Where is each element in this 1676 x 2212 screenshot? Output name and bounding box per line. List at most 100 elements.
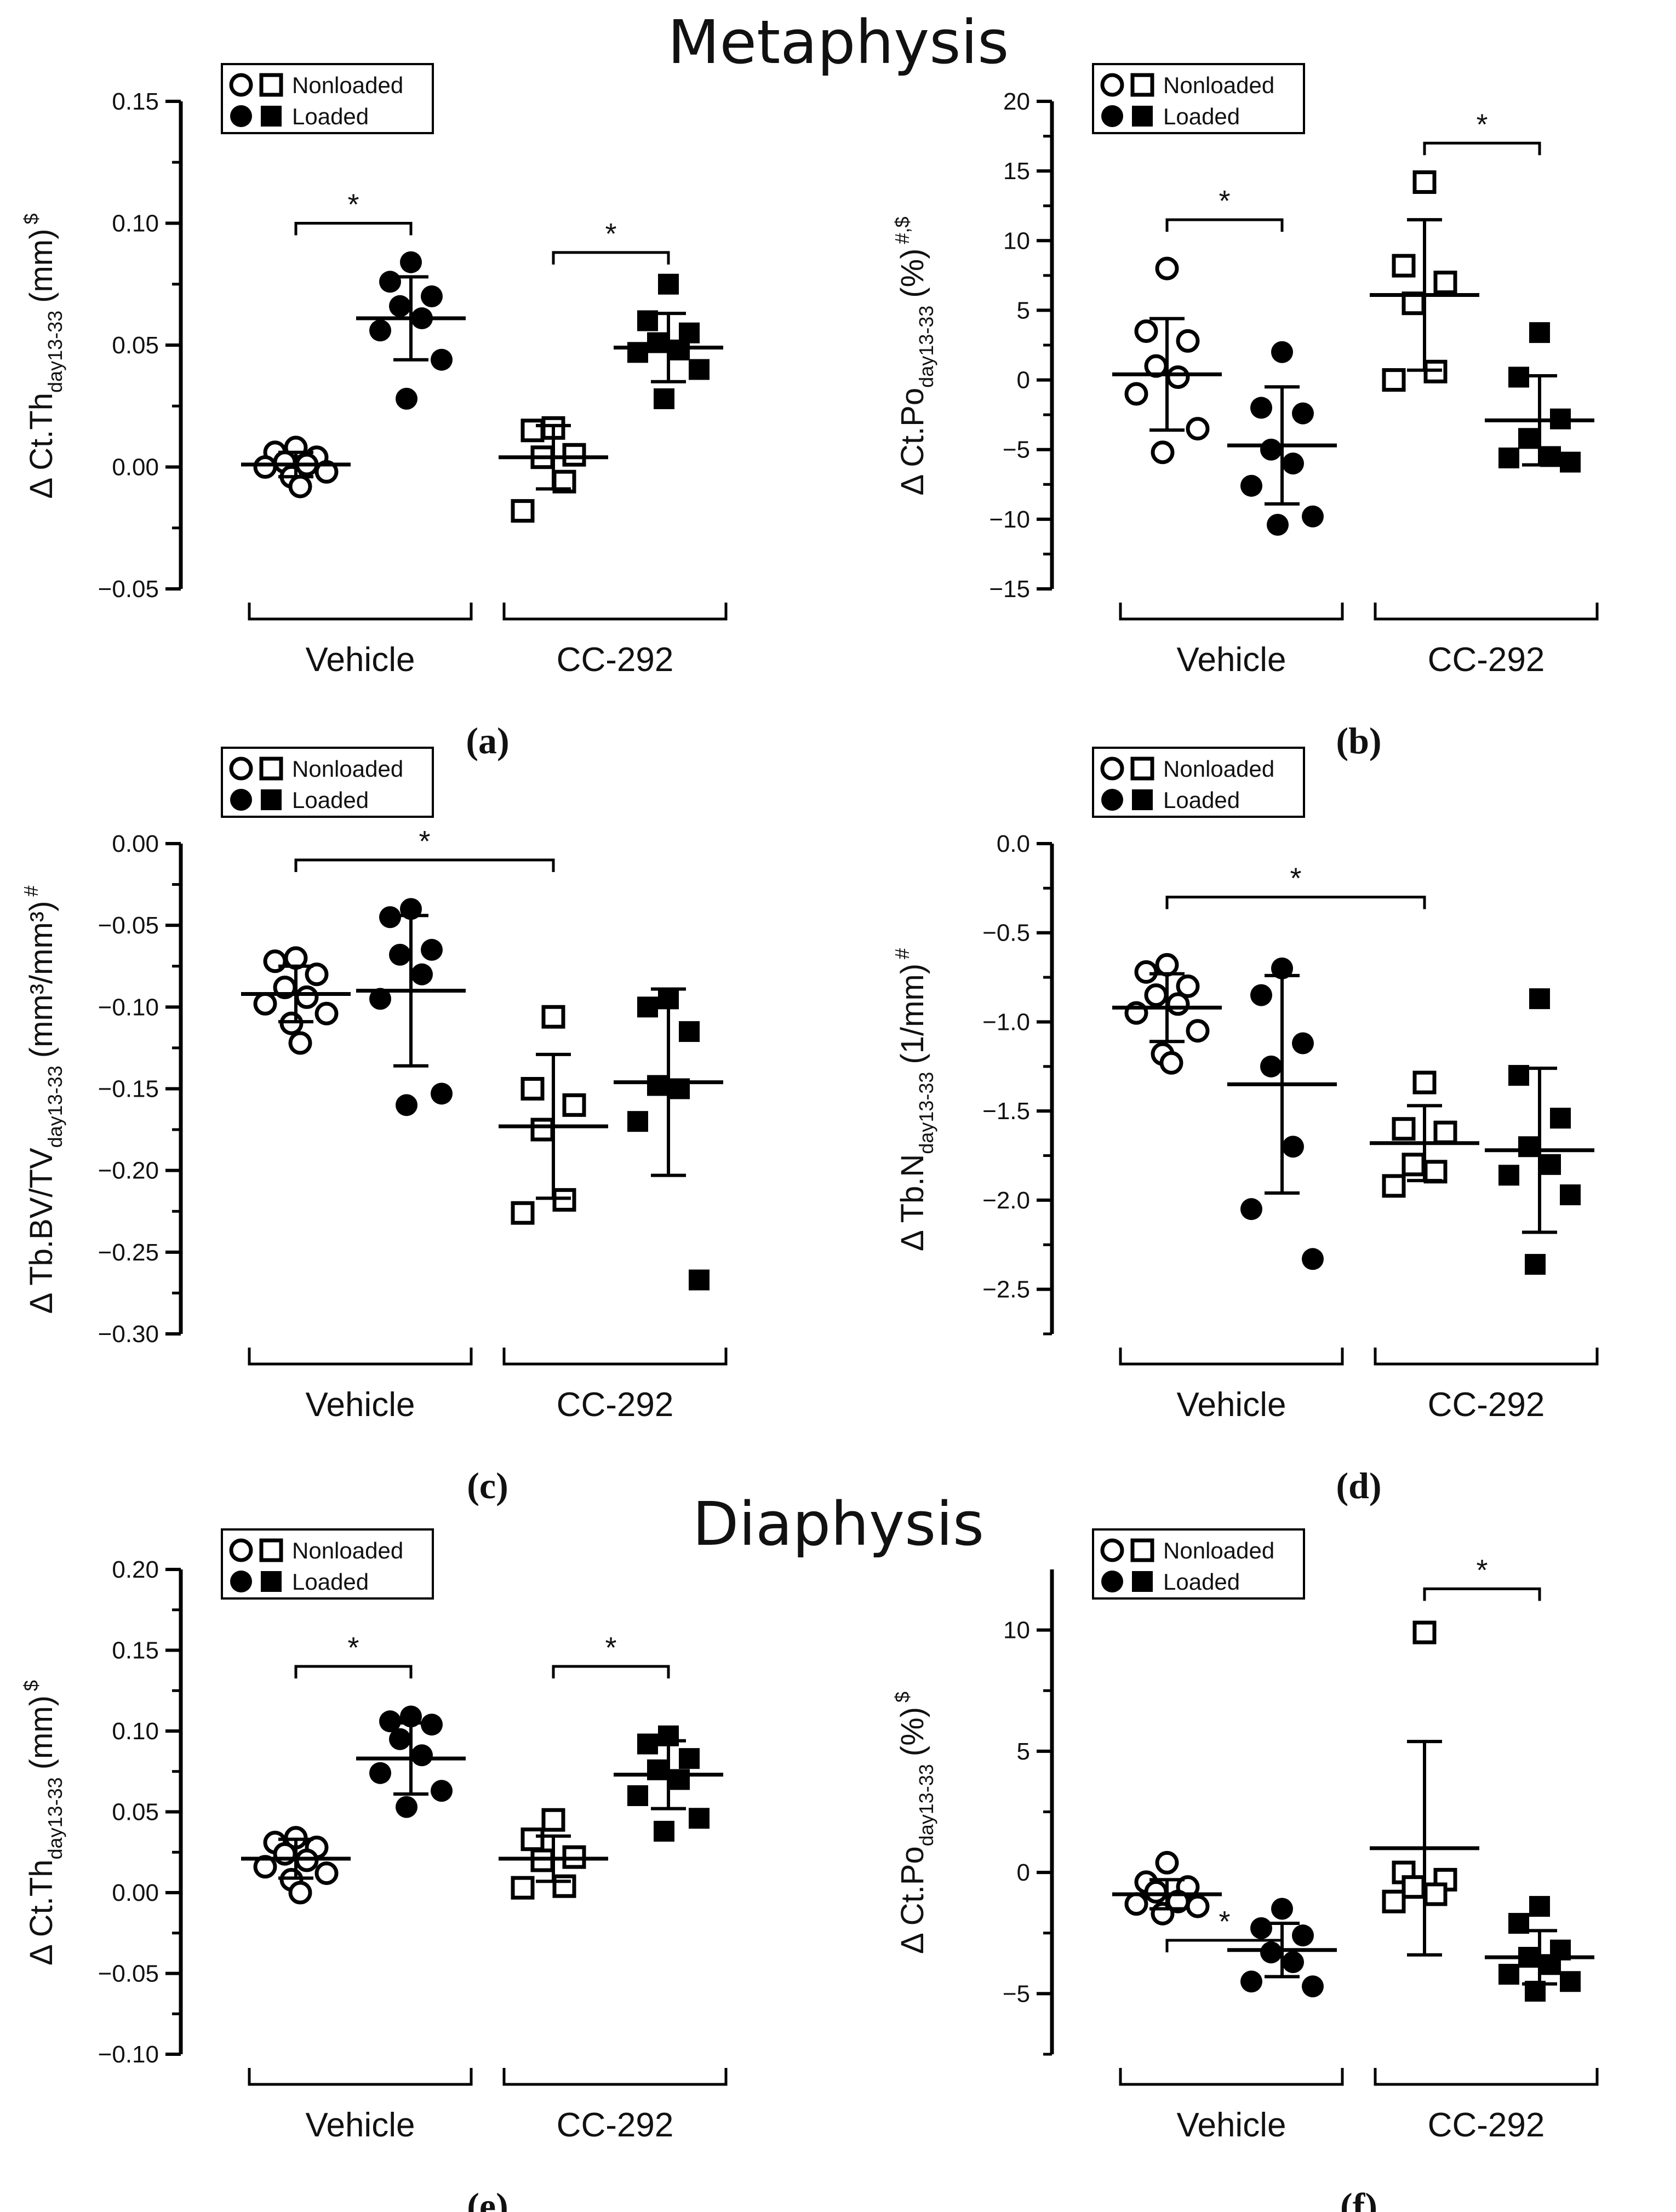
legend-marker-circle-open bbox=[1100, 757, 1124, 781]
panel-label: (a) bbox=[466, 720, 509, 761]
y-tick-label: −10 bbox=[989, 506, 1030, 533]
data-point bbox=[1166, 992, 1190, 1016]
data-point bbox=[379, 271, 401, 293]
data-point bbox=[1250, 1917, 1272, 1939]
data-point bbox=[1267, 514, 1289, 536]
group-bracket bbox=[502, 1348, 728, 1366]
data-point bbox=[295, 985, 319, 1009]
data-point bbox=[562, 443, 586, 467]
data-point bbox=[1282, 452, 1304, 475]
y-tick-label: 5 bbox=[1017, 1738, 1030, 1765]
y-tick-label: −1.5 bbox=[982, 1098, 1030, 1125]
data-point bbox=[1144, 1880, 1168, 1904]
data-point bbox=[1529, 322, 1550, 343]
group-label: CC-292 bbox=[557, 2106, 674, 2144]
legend-marker-circle-filled bbox=[230, 1571, 252, 1592]
data-point bbox=[1240, 1198, 1262, 1220]
y-tick-label: −0.10 bbox=[98, 994, 159, 1021]
legend-box bbox=[221, 1528, 434, 1600]
group-bracket bbox=[1119, 1348, 1344, 1366]
data-point bbox=[1186, 1894, 1210, 1918]
data-point bbox=[1151, 1901, 1175, 1926]
legend-marker-circle-filled bbox=[1101, 789, 1123, 811]
chart-panel: −0.10 −0.05 0.00 0.05 0.10 0.15 0.20 Vehicle CC-… bbox=[20, 1528, 728, 2212]
data-point bbox=[369, 319, 391, 342]
data-point bbox=[288, 1031, 312, 1055]
data-point bbox=[637, 996, 658, 1018]
legend-label-loaded: Loaded bbox=[1163, 787, 1240, 813]
legend-marker-square-open bbox=[259, 757, 283, 781]
y-tick-label: −5 bbox=[1003, 437, 1030, 463]
y-tick-label: 0.00 bbox=[112, 454, 159, 481]
data-point bbox=[1382, 1174, 1406, 1198]
legend-marker-square-filled bbox=[261, 1571, 282, 1592]
legend-marker-circle-open bbox=[1100, 1538, 1124, 1562]
data-point bbox=[520, 1077, 545, 1101]
data-point bbox=[679, 1748, 700, 1769]
data-point bbox=[1176, 329, 1200, 353]
data-point bbox=[1423, 1882, 1448, 1906]
data-point bbox=[1433, 1120, 1457, 1144]
data-point bbox=[1412, 1620, 1437, 1644]
data-point bbox=[552, 1874, 576, 1898]
significance-bracket bbox=[294, 1665, 413, 1678]
data-point bbox=[1134, 960, 1158, 984]
data-point bbox=[1518, 1136, 1539, 1157]
data-point bbox=[1423, 1160, 1448, 1184]
data-point bbox=[1498, 447, 1519, 468]
data-point bbox=[1260, 1941, 1282, 1964]
data-point bbox=[1529, 1896, 1550, 1917]
significance-bracket bbox=[1423, 1587, 1541, 1601]
group-bracket bbox=[502, 2068, 728, 2086]
legend-marker-square-filled bbox=[1132, 106, 1153, 127]
y-tick-label: 0.05 bbox=[112, 332, 159, 359]
data-point bbox=[1282, 1136, 1304, 1158]
group-bracket bbox=[1119, 2068, 1344, 2086]
y-tick-label: 5 bbox=[1017, 297, 1030, 324]
legend-marker-circle-open bbox=[229, 73, 253, 97]
y-axis-label: Δ Ct.Thday13-33(mm)$ bbox=[20, 1680, 66, 1965]
data-point bbox=[647, 1075, 668, 1096]
data-point bbox=[1560, 1184, 1581, 1206]
chart-panel: −0.30 −0.25 −0.20 −0.15 −0.10 −0.05 0.00 Vehicl… bbox=[20, 747, 728, 1506]
data-point bbox=[1186, 1019, 1210, 1043]
y-tick-label: 0 bbox=[1017, 367, 1030, 394]
group-bracket bbox=[248, 1348, 473, 1366]
data-point bbox=[1292, 402, 1314, 425]
data-point bbox=[1151, 440, 1175, 465]
y-tick-label: −0.25 bbox=[98, 1239, 159, 1266]
y-tick-label: 0.00 bbox=[112, 1879, 159, 1906]
data-point bbox=[253, 992, 277, 1016]
legend-marker-square-open bbox=[259, 73, 283, 97]
group-label: CC-292 bbox=[557, 1386, 674, 1424]
legend-marker-circle-filled bbox=[230, 789, 252, 811]
legend-box bbox=[1092, 63, 1305, 134]
y-tick-label: −0.05 bbox=[98, 1961, 159, 1987]
legend-marker-circle-open bbox=[229, 1538, 253, 1562]
significance-star: * bbox=[419, 825, 430, 858]
significance-bracket bbox=[1423, 141, 1541, 156]
legend-box bbox=[221, 63, 434, 134]
data-point bbox=[562, 1093, 586, 1117]
data-point bbox=[1560, 1971, 1581, 1992]
data-point bbox=[396, 387, 417, 410]
data-point bbox=[627, 342, 648, 363]
data-point bbox=[1302, 1975, 1324, 1998]
data-point bbox=[1282, 1951, 1304, 1973]
data-point bbox=[654, 388, 674, 409]
significance-bracket bbox=[1165, 896, 1426, 909]
group-label: Vehicle bbox=[1177, 2106, 1286, 2144]
significance-star: * bbox=[1219, 185, 1230, 217]
y-tick-label: −0.5 bbox=[982, 920, 1030, 947]
group-label: CC-292 bbox=[557, 641, 674, 679]
group-bracket bbox=[1119, 603, 1344, 621]
data-point bbox=[431, 1082, 453, 1105]
group-label: Vehicle bbox=[306, 2106, 415, 2144]
data-point bbox=[431, 348, 453, 371]
significance-star: * bbox=[347, 188, 359, 221]
data-point bbox=[1155, 256, 1179, 280]
legend-marker-square-open bbox=[1130, 757, 1154, 781]
legend-marker-square-filled bbox=[261, 789, 282, 810]
data-point bbox=[1292, 1032, 1314, 1055]
